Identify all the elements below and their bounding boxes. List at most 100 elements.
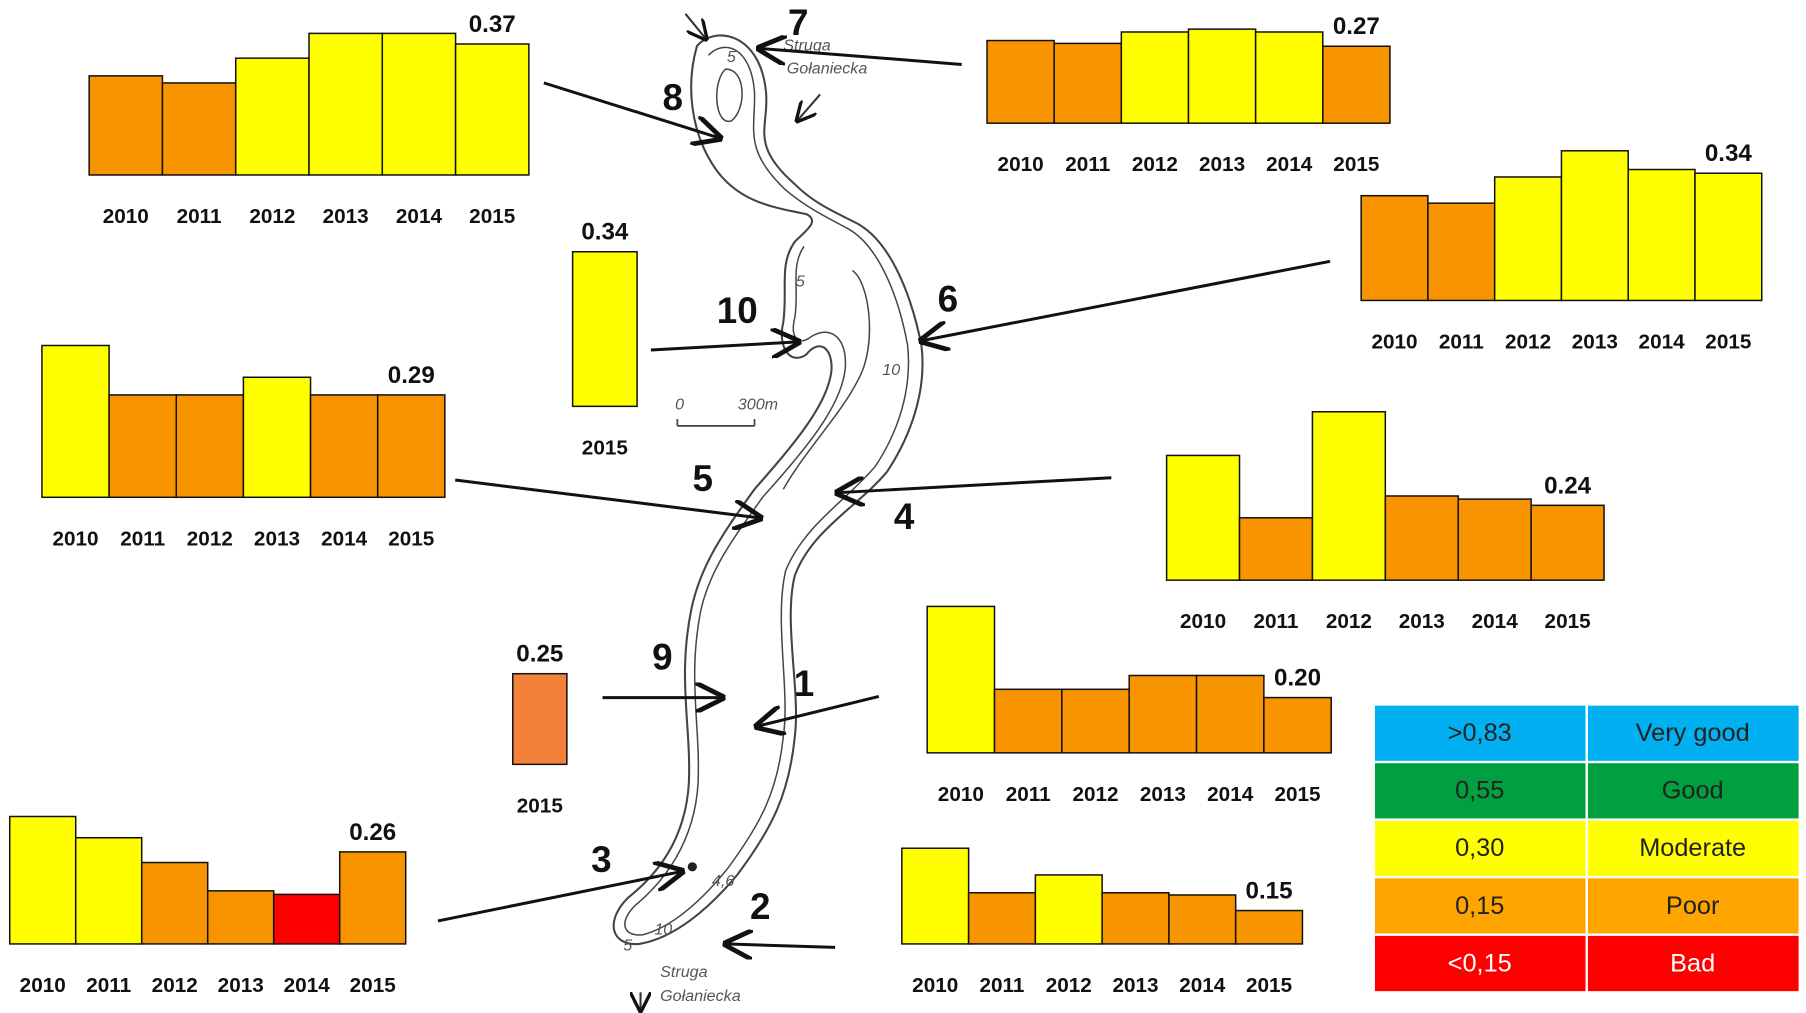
x-tick-label: 2010 (912, 974, 958, 997)
arrow (650, 342, 798, 350)
inner-contour (782, 269, 871, 490)
x-tick-label: 2014 (1207, 783, 1254, 806)
station-number: 7 (788, 2, 808, 43)
x-tick-label: 2012 (1072, 783, 1118, 806)
x-tick-label: 2015 (469, 205, 515, 228)
x-tick-label: 2014 (1639, 331, 1686, 354)
x-tick-label: 2013 (218, 974, 264, 997)
bar (1530, 504, 1605, 581)
legend-threshold: 0,15 (1455, 892, 1504, 920)
data-label: 0.24 (1544, 472, 1592, 499)
station-number: 5 (692, 458, 712, 499)
bar (1254, 31, 1324, 124)
legend-class: Good (1662, 777, 1724, 805)
station-chart: 2010 2011 2012 2013 2014 2015 0.34 6 (921, 140, 1763, 354)
station-chart: 2010 2011 2012 2013 2014 2015 0.24 4 (837, 411, 1605, 633)
station-number: 2 (750, 886, 770, 927)
station-number: 1 (794, 663, 814, 704)
legend-cell (1585, 876, 1801, 936)
x-tick-label: 2013 (1399, 610, 1445, 633)
bar (376, 394, 446, 499)
bar (272, 893, 341, 945)
bar (41, 344, 110, 499)
map-label: 10 (654, 920, 672, 938)
x-tick-label: 2012 (1505, 331, 1551, 354)
x-tick-label: 2015 (1246, 974, 1292, 997)
bar (1165, 454, 1241, 581)
legend-threshold: <0,15 (1448, 949, 1512, 977)
bar (242, 376, 312, 499)
data-label: 0.26 (349, 819, 396, 846)
arrow (921, 259, 1331, 340)
arrow (757, 694, 880, 726)
bar (454, 43, 530, 176)
bar (1034, 874, 1103, 945)
station-chart: 2010 2011 2012 2013 2014 2015 0.20 1 (757, 605, 1332, 806)
x-tick-label: 2013 (1199, 153, 1245, 176)
bar (1694, 172, 1763, 302)
data-label: 0.34 (581, 219, 629, 246)
x-tick-label: 2010 (1371, 331, 1417, 354)
map-label: Gołaniecka (787, 59, 868, 77)
legend-threshold: >0,83 (1448, 719, 1512, 747)
data-label: 0.25 (516, 641, 563, 668)
map-label: 5 (727, 48, 736, 66)
x-tick-label: 2011 (1253, 610, 1298, 633)
bar (381, 32, 457, 176)
bar (1427, 202, 1496, 302)
arrow (759, 48, 962, 66)
x-tick-label: 2010 (52, 527, 98, 550)
bar (1238, 517, 1314, 581)
bar (1627, 168, 1696, 302)
bar (161, 82, 237, 176)
arrow (437, 871, 682, 923)
legend-cell (1585, 818, 1801, 879)
map-label: 0 (675, 395, 684, 413)
lake-outline (612, 34, 924, 945)
bar (901, 847, 970, 945)
bar (1195, 674, 1265, 754)
legend-class: Poor (1666, 892, 1720, 920)
station-number: 10 (717, 290, 758, 331)
bar (308, 32, 384, 176)
bar (1061, 688, 1130, 754)
bar (338, 851, 407, 945)
station-chart: 2010 2011 2012 2013 2014 2015 0.37 8 (88, 11, 720, 228)
x-tick-label: 2015 (582, 436, 628, 459)
x-tick-label: 2014 (1266, 153, 1313, 176)
x-tick-label: 2014 (284, 974, 331, 997)
inlet-arrow (684, 13, 706, 39)
x-tick-label: 2012 (187, 527, 233, 550)
station-chart: 2015 0.25 9 (512, 636, 723, 817)
deepest-point (687, 862, 697, 872)
map-label: Struga (660, 963, 708, 981)
legend-cell (1372, 876, 1588, 936)
x-tick-label: 2012 (249, 205, 295, 228)
bar (1311, 411, 1387, 581)
bar (926, 605, 996, 754)
station-chart: 2015 0.34 10 (571, 219, 799, 459)
bar (309, 394, 379, 499)
x-tick-label: 2014 (1179, 974, 1226, 997)
inlet-arrow (797, 93, 821, 120)
arrow (726, 944, 836, 947)
x-tick-label: 2010 (20, 974, 66, 997)
contour-line (624, 46, 910, 936)
map-label: 5 (623, 936, 632, 954)
station-chart: 2010 2011 2012 2013 2014 2015 0.29 5 (41, 344, 760, 550)
bar (108, 394, 177, 499)
x-tick-label: 2015 (388, 527, 434, 550)
bar (140, 861, 209, 945)
data-label: 0.27 (1333, 13, 1380, 40)
station-chart: 2010 2011 2012 2013 2014 2015 0.15 2 (726, 847, 1304, 997)
arrow (837, 476, 1112, 493)
legend-cell (1585, 703, 1801, 764)
bar (1360, 194, 1429, 302)
data-label: 0.29 (388, 362, 435, 389)
legend-class: Bad (1670, 949, 1715, 977)
lake-map (612, 13, 924, 1011)
map-label: 5 (796, 272, 805, 290)
arrow (455, 478, 760, 518)
bar (74, 836, 143, 945)
bar (1168, 894, 1237, 945)
